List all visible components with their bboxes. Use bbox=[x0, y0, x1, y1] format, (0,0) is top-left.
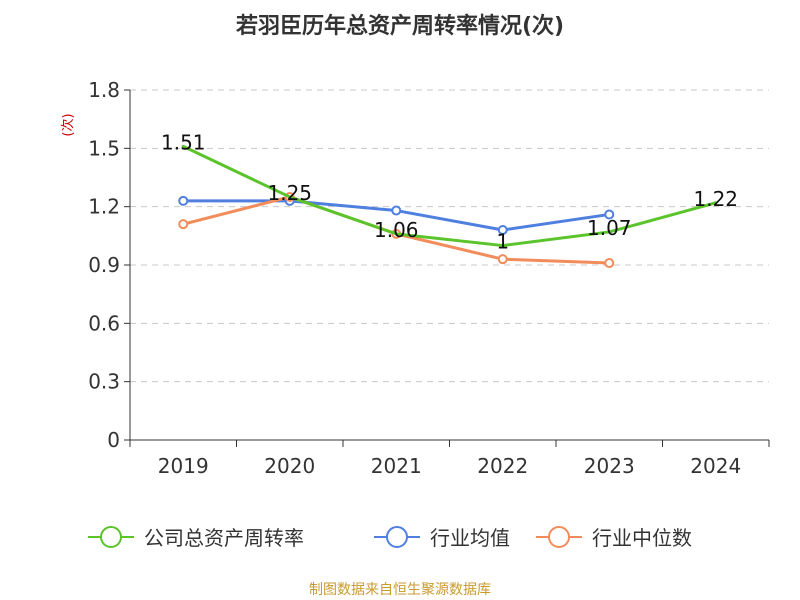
series-point-2 bbox=[497, 254, 508, 265]
axes: 0 0.3 0.6 0.9 1.2 1.5 1.8 2019 2020 2021 2022 2023 2… bbox=[88, 78, 770, 478]
series-point-0 bbox=[394, 232, 398, 236]
series-point-2 bbox=[604, 258, 615, 269]
source-note: 制图数据来自恒生聚源数据库 bbox=[309, 582, 491, 598]
grid bbox=[130, 89, 769, 383]
series-point-0 bbox=[607, 230, 611, 234]
data-label: 1.06 bbox=[374, 218, 419, 242]
y-tick-label: 0.3 bbox=[88, 370, 120, 394]
series-point-0 bbox=[288, 195, 292, 199]
x-tick-label: 2019 bbox=[158, 454, 209, 478]
y-tick-label: 0 bbox=[107, 428, 120, 452]
series-point-1 bbox=[497, 225, 508, 235]
legend-label: 公司总资产周转率 bbox=[144, 526, 304, 550]
legend: 公司总资产周转率 行业均值 行业中位数 bbox=[88, 526, 692, 550]
series-point-1 bbox=[391, 205, 402, 216]
y-axis-label: (次) bbox=[60, 113, 76, 136]
series-point-2 bbox=[178, 219, 189, 230]
data-labels: 1.51 1.25 1.06 1 1.07 1.22 bbox=[161, 130, 738, 253]
data-label: 1.22 bbox=[693, 187, 738, 211]
y-tick-label: 1.8 bbox=[88, 78, 120, 102]
data-label: 1 bbox=[496, 230, 509, 254]
series-point-1 bbox=[604, 209, 615, 220]
y-tick-label: 1.2 bbox=[88, 195, 120, 219]
series-point-0 bbox=[181, 144, 185, 148]
x-tick-label: 2022 bbox=[477, 454, 528, 478]
x-tick-label: 2020 bbox=[264, 454, 315, 478]
series-point-0 bbox=[714, 201, 718, 205]
chart-title: 若羽臣历年总资产周转率情况(次) bbox=[236, 13, 564, 39]
legend-marker-icon bbox=[386, 526, 408, 548]
series-line-0 bbox=[181, 144, 718, 248]
y-tick-label: 0.6 bbox=[88, 311, 120, 335]
series-point-1 bbox=[178, 195, 189, 206]
y-tick-label: 1.5 bbox=[88, 136, 120, 160]
x-tick-label: 2021 bbox=[371, 454, 422, 478]
data-label: 1.51 bbox=[161, 130, 206, 154]
data-label: 1.07 bbox=[587, 216, 632, 240]
legend-marker-icon bbox=[100, 526, 122, 548]
legend-marker-icon bbox=[548, 526, 570, 548]
series-point-0 bbox=[501, 244, 505, 248]
x-tick-label: 2024 bbox=[690, 454, 741, 478]
data-label: 1.25 bbox=[267, 181, 312, 205]
legend-label: 行业中位数 bbox=[592, 526, 692, 550]
legend-label: 行业均值 bbox=[430, 526, 510, 550]
series-layer bbox=[178, 144, 718, 269]
y-tick-label: 0.9 bbox=[88, 253, 120, 277]
x-tick-label: 2023 bbox=[584, 454, 635, 478]
